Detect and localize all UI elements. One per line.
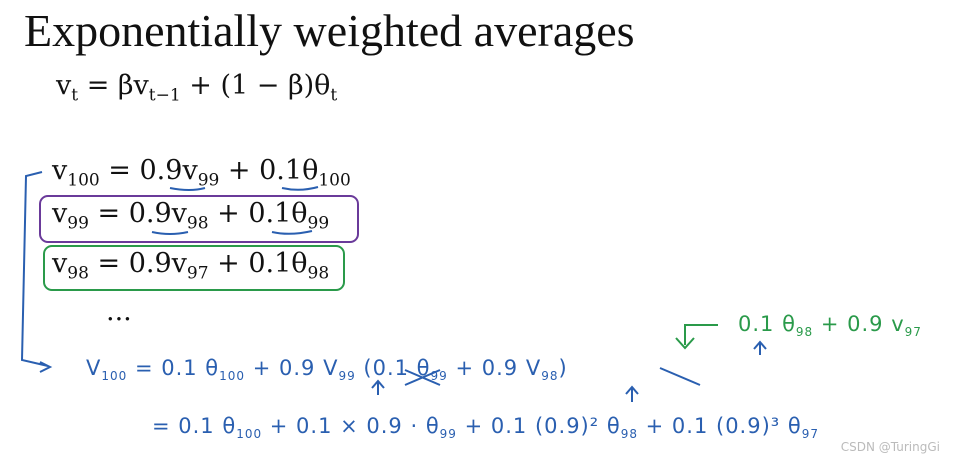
green-box — [43, 245, 345, 291]
text-part: (0.1 θ — [355, 356, 431, 380]
underlines — [151, 186, 319, 235]
text-part: V — [86, 356, 102, 380]
handwritten-line: V100 = 0.1 θ100 + 0.9 V99 (0.1 θ99 + 0.9… — [86, 356, 568, 383]
subscript: 99 — [338, 369, 356, 384]
subscript: 97 — [801, 427, 820, 442]
text-part: v — [52, 155, 68, 186]
subscript: 98 — [795, 325, 814, 340]
text-part: 0.1 θ — [738, 312, 796, 336]
subscript: t−1 — [148, 85, 181, 106]
subscript: 99 — [197, 170, 220, 191]
text-part: = 0.9v — [88, 198, 187, 229]
subscript: 99 — [430, 369, 448, 384]
subscript: t — [330, 85, 338, 106]
text-part: + 0.1θ — [219, 155, 319, 186]
formula: vt = βvt−1 + (1 − β)θt — [56, 70, 337, 105]
green-arrow — [675, 324, 718, 350]
equation: v99 = 0.9v98 + 0.1θ99 — [52, 198, 329, 233]
subscript: 100 — [101, 369, 128, 384]
text-part: + 0.1 (0.9)² θ — [456, 414, 621, 438]
purple-box — [39, 195, 359, 243]
subscript: 99 — [67, 213, 89, 234]
subscript: 98 — [541, 369, 559, 384]
text-part: + 0.1θ — [208, 198, 308, 229]
up-arrows — [371, 340, 767, 402]
text-part: v — [56, 70, 72, 101]
subscript: 100 — [236, 427, 263, 442]
equation: v98 = 0.9v97 + 0.1θ98 — [52, 248, 329, 283]
text-part: + 0.1θ — [208, 248, 308, 279]
equation: v100 = 0.9v99 + 0.1θ100 — [52, 155, 351, 190]
text-part: = 0.1 θ — [152, 414, 237, 438]
subscript: 97 — [904, 325, 922, 340]
subscript: 98 — [620, 427, 638, 442]
subscript: 98 — [186, 213, 209, 234]
subscript: 97 — [186, 263, 209, 284]
subscript: 100 — [67, 170, 100, 191]
bracket — [20, 171, 53, 373]
text-part: + (1 − β)θ — [180, 70, 331, 101]
text-part: = 0.9v — [88, 248, 187, 279]
subscript: 100 — [318, 170, 351, 191]
subscript: t — [71, 85, 79, 106]
watermark: CSDN @TuringGi — [840, 440, 940, 454]
text-part: = 0.1 θ — [127, 356, 220, 380]
text-part: = 0.9v — [99, 155, 198, 186]
subscript: 98 — [307, 263, 330, 284]
cross-outs — [404, 367, 701, 386]
handwritten-line: = 0.1 θ100 + 0.1 × 0.9 · θ99 + 0.1 (0.9)… — [152, 414, 819, 441]
title: Exponentially weighted averages — [24, 5, 635, 56]
text-part: ) — [558, 356, 568, 380]
green-note: 0.1 θ98 + 0.9 v97 — [738, 312, 922, 339]
text-part: = βv — [78, 70, 149, 101]
subscript: 98 — [67, 263, 89, 284]
text-part: + 0.1 × 0.9 · θ — [262, 414, 440, 438]
ellipsis: ... — [106, 296, 132, 327]
text-part: v — [52, 248, 68, 279]
text-part: + 0.9 v — [813, 312, 905, 336]
subscript: 99 — [307, 213, 330, 234]
text-part: + 0.1 (0.9)³ θ — [637, 414, 802, 438]
subscript: 99 — [439, 427, 457, 442]
text-part: + 0.9 V — [447, 356, 542, 380]
subscript: 100 — [219, 369, 246, 384]
text-part: + 0.9 V — [245, 356, 339, 380]
text-part: v — [52, 198, 68, 229]
